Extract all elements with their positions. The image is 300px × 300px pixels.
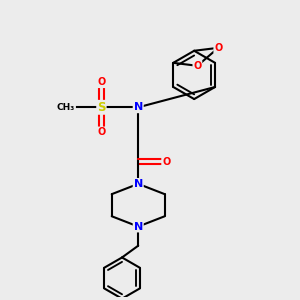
Text: O: O — [97, 127, 106, 137]
Text: O: O — [214, 43, 222, 53]
Text: O: O — [162, 157, 170, 167]
Text: N: N — [134, 179, 143, 189]
Text: S: S — [97, 101, 106, 114]
Text: CH₃: CH₃ — [57, 103, 75, 112]
Text: O: O — [97, 77, 106, 87]
Text: N: N — [134, 102, 143, 112]
Text: N: N — [134, 222, 143, 232]
Text: O: O — [193, 61, 202, 71]
